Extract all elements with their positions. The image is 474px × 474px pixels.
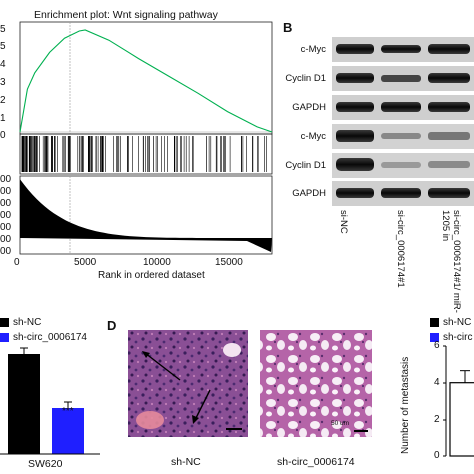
- bar-sh-nc: [449, 382, 474, 457]
- x-tick-label: 15000: [215, 257, 243, 268]
- wb-label: c-Myc: [300, 131, 326, 142]
- legend-swatch-sh-circ: [430, 333, 439, 342]
- band: [428, 102, 470, 112]
- band: [428, 132, 470, 140]
- lumen: [223, 343, 241, 357]
- wb-label: Cyclin D1: [285, 160, 326, 171]
- d-y-tick: 6: [434, 340, 440, 351]
- arrow-head-1: [142, 351, 150, 358]
- band: [381, 188, 421, 198]
- c-x-label: SW620: [28, 458, 63, 470]
- d-y-tick: 0: [434, 450, 440, 461]
- legend-swatch-sh-nc: [430, 318, 439, 327]
- hits-frame: [19, 133, 273, 175]
- band: [428, 44, 470, 54]
- scalebar-label: 50 um: [331, 420, 350, 427]
- rank-y-tick: 00: [0, 174, 12, 185]
- vessel: [136, 411, 164, 429]
- bar-sh-circ_0006174: [52, 408, 84, 454]
- es-y-tick: 3: [0, 77, 6, 88]
- bar-sh-NC: [8, 354, 40, 454]
- d-y-tick: 4: [434, 377, 440, 388]
- band: [336, 130, 374, 142]
- wb-label: Cyclin D1: [285, 73, 326, 84]
- legend-label: sh-NC: [443, 317, 472, 328]
- legend-label: sh-NC: [13, 317, 42, 328]
- panel-d-letter: D: [107, 318, 117, 333]
- x-tick-label: 10000: [143, 257, 171, 268]
- es-curve: [19, 29, 273, 133]
- es-y-tick: 0: [0, 130, 6, 141]
- blot-bands: [336, 44, 470, 198]
- band: [428, 188, 470, 198]
- panel-b-letter: B: [283, 20, 293, 35]
- wb-label: GAPDH: [292, 188, 326, 199]
- es-y-tick: 5: [0, 24, 6, 35]
- d-y-tick: 2: [434, 414, 440, 425]
- d-y-ticks-marks: [443, 345, 446, 457]
- band: [381, 133, 421, 139]
- scalebar-a: [226, 428, 242, 430]
- rank-y-tick: 00: [0, 210, 12, 221]
- band: [381, 102, 421, 112]
- band: [336, 44, 374, 54]
- legend-label: sh-circ_0006174: [13, 332, 87, 343]
- image-label-sh-circ: sh-circ_0006174: [277, 456, 355, 468]
- rank-y-tick: 00: [0, 222, 12, 233]
- arrow-head-2: [192, 415, 199, 424]
- x-axis-label: Rank in ordered dataset: [98, 270, 205, 281]
- wb-label: c-Myc: [300, 44, 326, 55]
- band: [428, 73, 470, 83]
- x-tick-label: 5000: [74, 257, 97, 268]
- es-y-tick: 1: [0, 113, 6, 124]
- scalebar-b: [354, 430, 368, 432]
- band: [336, 73, 374, 83]
- c-significance: ***: [62, 406, 74, 417]
- rank-y-tick: 00: [0, 246, 12, 257]
- band: [381, 75, 421, 82]
- hit-lines: [21, 136, 267, 172]
- es-y-tick: 2: [0, 95, 6, 106]
- band: [381, 162, 421, 168]
- rank-y-tick: 00: [0, 234, 12, 245]
- legend-swatch-sh-circ: [0, 333, 9, 342]
- band: [336, 102, 374, 112]
- image-label-sh-nc: sh-NC: [171, 456, 201, 468]
- x-tick-label: 0: [14, 257, 20, 268]
- histology-sh-circ: [260, 330, 372, 437]
- rank-y-tick: 00: [0, 186, 12, 197]
- panel-a-title: Enrichment plot: Wnt signaling pathway: [34, 9, 218, 21]
- es-y-tick: 4: [0, 59, 6, 70]
- legend-swatch-sh-nc: [0, 318, 9, 327]
- band: [428, 161, 470, 168]
- band: [336, 158, 374, 171]
- band: [336, 188, 374, 198]
- wb-label: GAPDH: [292, 102, 326, 113]
- band: [381, 45, 421, 53]
- legend-label: sh-circ: [443, 332, 473, 343]
- arrow-2: [194, 389, 211, 421]
- rank-y-tick: 00: [0, 198, 12, 209]
- ranked-metric-area: [20, 179, 272, 252]
- es-y-tick: 5: [0, 41, 6, 52]
- arrow-1: [144, 352, 181, 381]
